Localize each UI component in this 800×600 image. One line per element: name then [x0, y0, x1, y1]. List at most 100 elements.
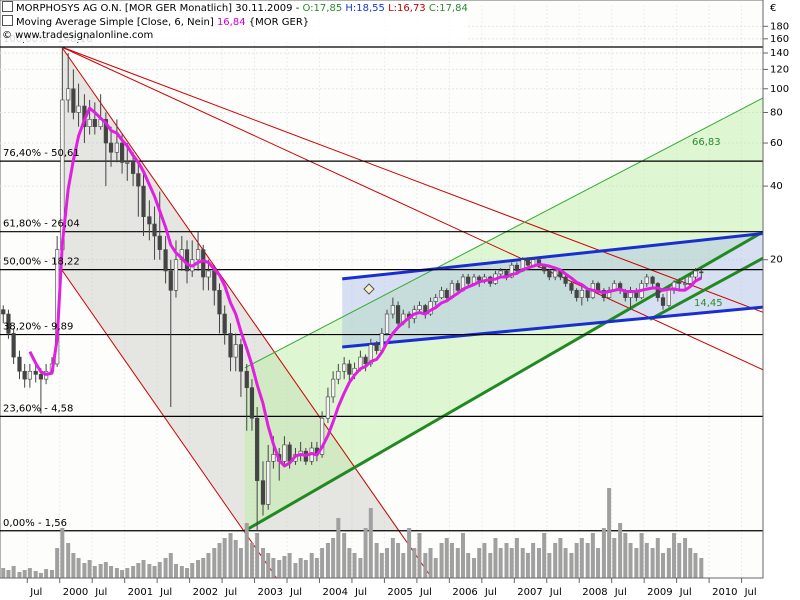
- y-tick-label: 80: [770, 107, 783, 118]
- fib-label: 76,40% - 50,61: [3, 148, 80, 159]
- x-tick-label: 2010: [712, 587, 737, 598]
- candle-body: [222, 313, 227, 334]
- volume-bar: [542, 533, 547, 578]
- volume-bar: [504, 543, 509, 578]
- x-tick-label: 2005: [387, 587, 412, 598]
- candle-body: [342, 363, 347, 372]
- candle-body: [244, 370, 249, 388]
- volume-bar: [109, 566, 114, 578]
- candle-body: [6, 313, 11, 334]
- ohlc: L:16,73: [388, 3, 426, 14]
- x-tick-label: Jul: [614, 587, 627, 598]
- candle-body: [114, 142, 119, 153]
- volume-bar: [185, 568, 190, 578]
- x-tick-label: 2000: [63, 587, 88, 598]
- volume-bar: [217, 543, 222, 578]
- y-tick-label: 140: [770, 48, 789, 59]
- volume-bar: [607, 488, 612, 578]
- candle-body: [336, 370, 341, 380]
- candle-body: [699, 271, 704, 274]
- candle-body: [498, 270, 503, 275]
- volume-bar: [666, 548, 671, 578]
- volume-bar: [71, 553, 76, 578]
- volume-bar: [547, 553, 552, 578]
- volume-bar: [585, 543, 590, 578]
- candle-body: [17, 356, 22, 372]
- volume-bar: [114, 568, 119, 578]
- marker: [363, 283, 375, 295]
- fib-label: 61,80% - 26,04: [3, 219, 80, 230]
- volume-bar: [87, 560, 92, 578]
- candle-body: [395, 305, 401, 324]
- volume-bar: [536, 548, 541, 578]
- candle-body: [439, 290, 444, 298]
- x-tick-label: 2003: [258, 587, 283, 598]
- volume-bar: [672, 533, 677, 578]
- volume-bar: [17, 572, 22, 578]
- volume-bar: [639, 533, 644, 578]
- candle-body: [455, 283, 460, 291]
- volume-bar: [293, 563, 298, 578]
- y-tick-label: 180: [770, 21, 789, 32]
- volume-bar: [466, 553, 471, 578]
- volume-bar: [1, 568, 6, 578]
- candle-body: [228, 333, 233, 358]
- icon: [2, 1, 13, 12]
- indicator-symbol: {MOR GER}: [248, 17, 310, 28]
- candle-body: [168, 270, 173, 291]
- ohlc: O:17,85: [302, 3, 343, 14]
- candle-body: [260, 480, 266, 505]
- volume-bar: [173, 564, 178, 578]
- x-tick-label: Jul: [484, 587, 497, 598]
- candle-body: [287, 444, 292, 462]
- y-tick-label: 120: [770, 64, 789, 75]
- header: MORPHOSYS AG O.N. [MOR GER Monatlich] 30…: [2, 1, 468, 42]
- icon: [2, 15, 13, 26]
- x-tick-label: Jul: [224, 587, 237, 598]
- candle-body: [477, 276, 482, 281]
- candle-body: [433, 297, 438, 302]
- volume-bar: [168, 553, 173, 578]
- candle-body: [595, 283, 601, 291]
- volume-bar: [222, 538, 227, 578]
- volume-bar: [238, 548, 243, 578]
- volume-bar: [423, 553, 428, 578]
- volume-bar: [612, 538, 617, 578]
- volume-bar: [439, 543, 444, 578]
- x-tick-label: Jul: [29, 587, 42, 598]
- volume-bar: [525, 553, 530, 578]
- volume-bar: [358, 558, 363, 578]
- candle-body: [693, 270, 698, 278]
- x-tick-label: Jul: [679, 587, 692, 598]
- volume-bar: [136, 563, 141, 578]
- y-tick-label: 100: [770, 84, 789, 95]
- trend-line: [61, 46, 433, 578]
- candle-body: [509, 264, 514, 278]
- volume-bar: [488, 553, 493, 578]
- source: © www.tradesignalonline.com: [2, 30, 154, 41]
- candle-body: [585, 290, 590, 298]
- volume-bar: [298, 558, 303, 578]
- volume-bar: [282, 556, 287, 578]
- candle-body: [390, 305, 395, 315]
- candle-body: [282, 444, 287, 462]
- currency: €: [770, 3, 776, 14]
- volume-bar: [579, 538, 584, 578]
- candle-body: [108, 142, 114, 153]
- volume-bar: [433, 558, 438, 578]
- volume-bar: [277, 560, 282, 578]
- volume-bar: [596, 548, 601, 578]
- header-title: MORPHOSYS AG O.N. [MOR GER Monatlich] 30…: [16, 3, 300, 14]
- candle-body: [76, 105, 81, 113]
- volume-bar: [27, 568, 32, 578]
- candle-body: [33, 370, 38, 375]
- volume-bar: [141, 560, 146, 578]
- candle-body: [206, 270, 211, 278]
- volume-bar: [125, 568, 130, 578]
- volume-bar: [271, 558, 276, 578]
- volume-bar: [38, 573, 43, 578]
- volume-bar: [688, 548, 693, 578]
- volume-bar: [379, 553, 384, 578]
- candle-body: [201, 249, 206, 278]
